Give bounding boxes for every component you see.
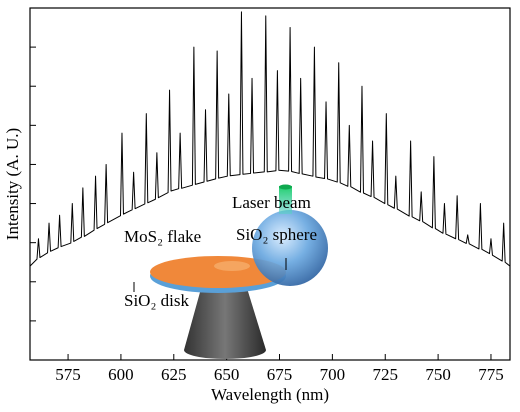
plot-marks: 575 600 625 650 675 700 725 750 775 — [29, 11, 511, 384]
spectrum-line — [29, 11, 511, 267]
flake-highlight — [214, 261, 250, 271]
x-tick-label: 650 — [214, 365, 240, 384]
annotation: MoS₂ flake — [124, 227, 201, 246]
flake — [150, 256, 286, 288]
x-axis-label: Wavelength (nm) — [211, 385, 329, 404]
x-tick-label: 625 — [161, 365, 187, 384]
x-tick-label: 775 — [478, 365, 504, 384]
annotation: SiO₂ disk — [124, 291, 189, 310]
plot-frame — [29, 7, 511, 361]
y-axis-label: Intensity (A. U.) — [3, 128, 22, 240]
laser-beam — [279, 186, 292, 214]
x-tick-label: 675 — [267, 365, 293, 384]
x-tick-label: 700 — [320, 365, 346, 384]
inset-illustration: Laser beam SiO₂ sphere MoS₂ flake SiO₂ d… — [124, 184, 328, 359]
x-tick-label: 725 — [372, 365, 398, 384]
sphere — [252, 210, 328, 286]
cone — [184, 285, 266, 359]
beam-top — [279, 184, 292, 190]
annotation: SiO₂ sphere — [236, 225, 317, 244]
x-tick-label: 750 — [425, 365, 451, 384]
x-tick-label: 575 — [55, 365, 81, 384]
x-tick-label: 600 — [108, 365, 134, 384]
annotation: Laser beam — [232, 193, 311, 212]
